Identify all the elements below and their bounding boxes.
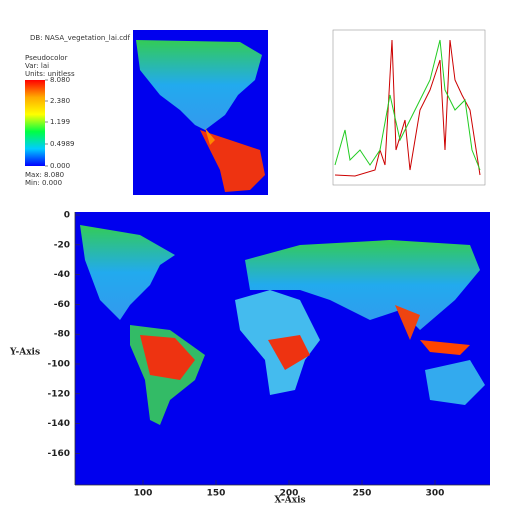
y-tick-label: 0 — [64, 211, 70, 221]
legend-max: Max: 8.080 — [25, 171, 64, 179]
y-tick-label: -80 — [54, 330, 70, 340]
x-tick-label: 300 — [426, 489, 445, 499]
x-tick-label: 150 — [207, 489, 226, 499]
legend-database: DB: NASA_vegetation_lai.cdf — [30, 34, 131, 42]
x-axis-title: X-Axis — [274, 496, 305, 506]
legend-units: Units: unitless — [25, 70, 75, 78]
y-tick-label: -40 — [54, 270, 70, 280]
x-tick-label: 100 — [134, 489, 153, 499]
small-map — [133, 30, 268, 195]
main-plot: 0 -20 -40 -60 -80 -100 -120 -140 -160 100 150 200 25… — [9, 211, 490, 506]
scale-label: 8.080 — [50, 76, 70, 84]
line-plot — [332, 29, 486, 186]
x-tick-label: 250 — [353, 489, 372, 499]
legend-min: Min: 0.000 — [25, 179, 62, 187]
legend-plot-type: Pseudocolor — [25, 54, 68, 62]
y-tick-label: -20 — [54, 240, 70, 250]
y-tick-label: -160 — [47, 449, 70, 459]
x-tick-label: 200 — [280, 489, 299, 499]
y-tick-label: -100 — [47, 360, 70, 370]
legend-variable: Var: lai — [25, 62, 49, 70]
scale-label: 0.000 — [50, 162, 70, 170]
legend: DB: NASA_vegetation_lai.cdf Pseudocolor … — [25, 34, 131, 187]
y-tick-label: -60 — [54, 300, 70, 310]
scale-label: 2.380 — [50, 97, 70, 105]
color-bar — [25, 80, 45, 166]
y-axis-title: Y-Axis — [9, 348, 40, 358]
scale-label: 1.199 — [50, 118, 70, 126]
scale-label: 0.4989 — [50, 140, 75, 148]
y-tick-label: -140 — [47, 419, 70, 429]
y-tick-label: -120 — [47, 389, 70, 399]
